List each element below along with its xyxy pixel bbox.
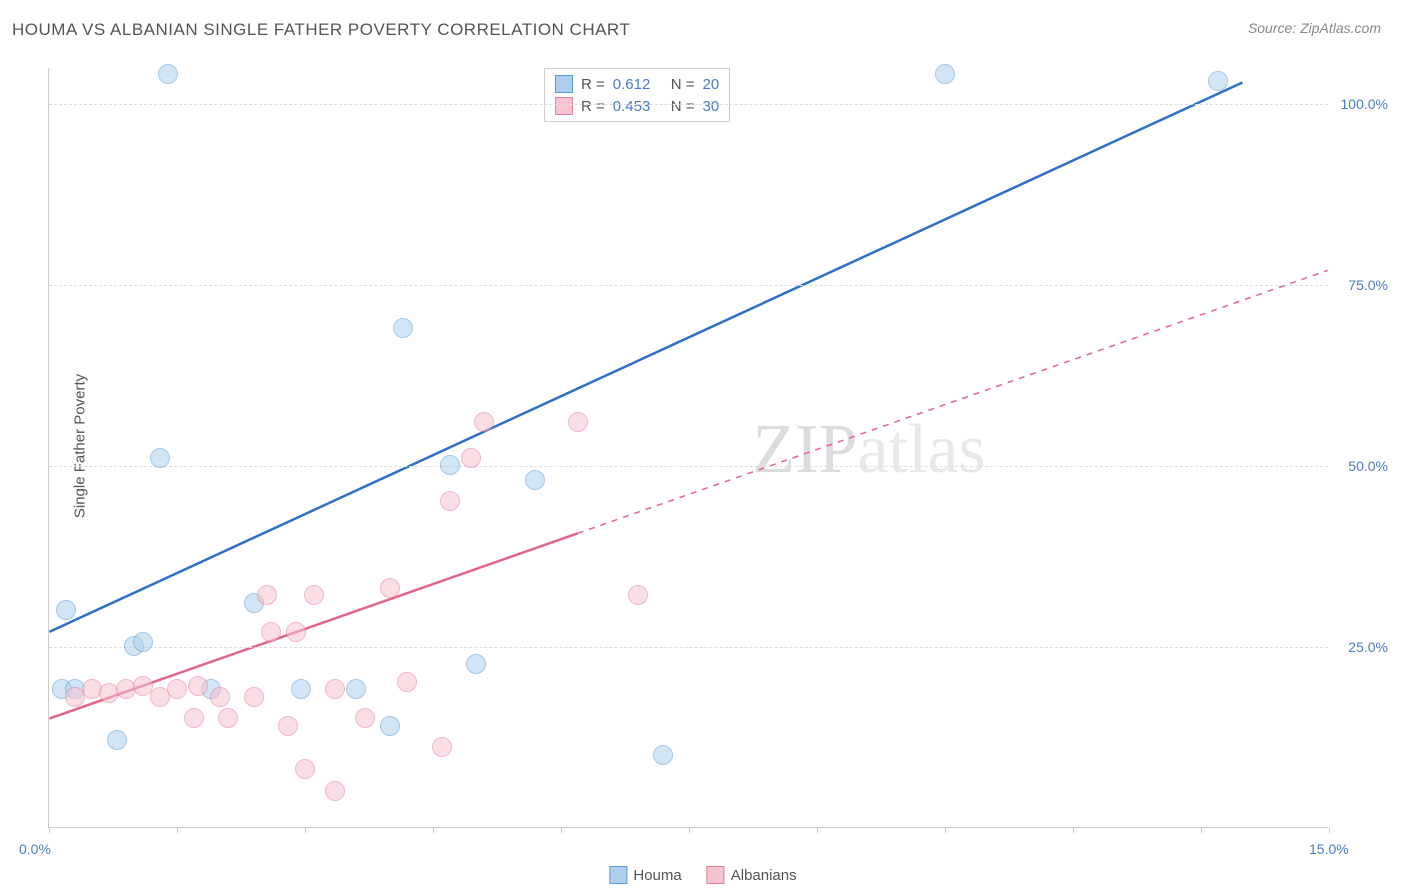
data-point [184,708,204,728]
legend-swatch [555,75,573,93]
gridline [49,647,1328,648]
data-point [167,679,187,699]
data-point [380,578,400,598]
x-tick [1329,827,1330,833]
legend-r-value: 0.453 [613,98,663,115]
series-legend: Houma Albanians [609,866,796,884]
data-point [466,654,486,674]
data-point [210,687,230,707]
x-tick [945,827,946,833]
trend-line-dashed [578,270,1328,533]
data-point [440,491,460,511]
chart-title: HOUMA VS ALBANIAN SINGLE FATHER POVERTY … [12,20,630,40]
data-point [397,672,417,692]
data-point [461,448,481,468]
data-point [278,716,298,736]
data-point [291,679,311,699]
legend-r-label: R = [581,98,605,115]
x-tick [561,827,562,833]
legend-n-label: N = [671,76,695,93]
correlation-legend: R = 0.612 N = 20 R = 0.453 N = 30 [544,68,730,122]
data-point [286,622,306,642]
data-point [393,318,413,338]
data-point [474,412,494,432]
series-legend-label: Houma [633,867,681,884]
series-legend-item: Houma [609,866,681,884]
x-tick-label: 15.0% [1309,841,1349,857]
gridline [49,104,1328,105]
x-tick [177,827,178,833]
data-point [525,470,545,490]
legend-n-label: N = [671,98,695,115]
legend-swatch [609,866,627,884]
legend-n-value: 20 [703,76,720,93]
data-point [244,687,264,707]
x-tick [433,827,434,833]
gridline [49,285,1328,286]
data-point [346,679,366,699]
legend-swatch [555,97,573,115]
trend-line-solid [49,82,1242,631]
data-point [188,676,208,696]
data-point [261,622,281,642]
data-point [295,759,315,779]
data-point [133,632,153,652]
series-legend-item: Albanians [707,866,797,884]
legend-row: R = 0.612 N = 20 [555,73,719,95]
y-tick-label: 100.0% [1341,96,1388,112]
source-attribution: Source: ZipAtlas.com [1248,20,1381,36]
data-point [935,64,955,84]
data-point [653,745,673,765]
x-tick [1073,827,1074,833]
x-tick [817,827,818,833]
x-tick [49,827,50,833]
data-point [440,455,460,475]
x-tick [1201,827,1202,833]
trend-lines [49,68,1328,827]
data-point [218,708,238,728]
data-point [257,585,277,605]
x-tick [689,827,690,833]
data-point [304,585,324,605]
series-legend-label: Albanians [731,867,797,884]
data-point [568,412,588,432]
legend-row: R = 0.453 N = 30 [555,95,719,117]
data-point [107,730,127,750]
data-point [628,585,648,605]
y-tick-label: 50.0% [1348,458,1388,474]
x-tick-label: 0.0% [19,841,51,857]
data-point [325,679,345,699]
legend-r-value: 0.612 [613,76,663,93]
legend-r-label: R = [581,76,605,93]
data-point [150,448,170,468]
data-point [325,781,345,801]
legend-swatch [707,866,725,884]
plot-area: ZIPatlas R =0.612N =20R =0.453N =30 25.0… [48,68,1328,828]
data-point [158,64,178,84]
data-point [1208,71,1228,91]
data-point [56,600,76,620]
data-point [432,737,452,757]
data-point [355,708,375,728]
x-tick [305,827,306,833]
gridline [49,466,1328,467]
data-point [380,716,400,736]
legend-n-value: 30 [703,98,720,115]
y-tick-label: 25.0% [1348,639,1388,655]
y-tick-label: 75.0% [1348,277,1388,293]
